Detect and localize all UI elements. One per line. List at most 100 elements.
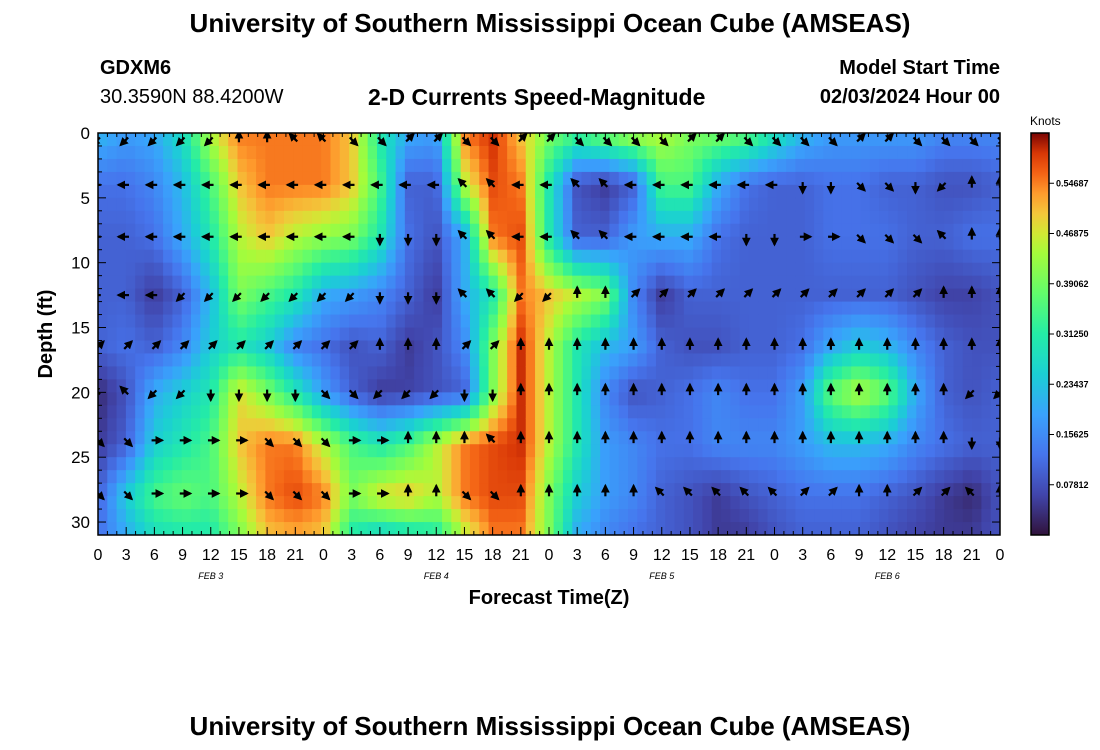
heatmap-cell [256,262,266,277]
heatmap-cell [507,509,518,523]
heatmap-cell [302,133,313,147]
heatmap-cell [423,470,434,484]
heatmap-cell [767,340,778,355]
heatmap-cell [776,470,787,484]
heatmap-cell [237,431,248,445]
heatmap-cell [228,210,239,225]
heatmap-cell [814,444,824,458]
heatmap-cell [376,210,387,225]
heatmap-cell [758,158,769,173]
heatmap-cell [683,327,694,342]
heatmap-cell [228,496,239,510]
heatmap-cell [925,340,936,355]
heatmap-cell [181,223,192,238]
heatmap-cell [786,496,797,510]
current-arrow [658,288,669,298]
heatmap-cell [321,236,332,251]
heatmap-cell [209,405,220,419]
heatmap-cell [637,171,648,186]
heatmap-cell [572,496,583,510]
heatmap-cell [376,522,387,535]
heatmap-cell [841,184,852,199]
heatmap-cell [256,275,266,290]
heatmap-cell [730,431,741,445]
heatmap-cell [535,133,545,147]
heatmap-cell [442,197,452,212]
heatmap-cell [256,483,266,497]
heatmap-cell [98,418,108,432]
heatmap-cell [209,457,220,471]
heatmap-cell [321,262,332,277]
heatmap-cell [293,366,304,380]
heatmap-cell [916,262,927,277]
heatmap-cell [553,249,564,264]
heatmap-cell [256,197,266,212]
heatmap-cell [925,210,936,225]
heatmap-cell [860,405,871,419]
heatmap-cell [674,496,685,510]
heatmap-cell [851,301,862,316]
heatmap-cell [107,275,118,290]
heatmap-cell [525,379,536,393]
heatmap-cell [609,418,620,432]
heatmap-cell [897,275,908,290]
heatmap-cell [730,145,741,160]
heatmap-cell [302,418,313,432]
heatmap-cell [730,210,741,225]
heatmap-cell [153,145,164,160]
heatmap-cell [628,262,638,277]
heatmap-cell [553,522,564,535]
heatmap-cell [693,431,704,445]
x-tick-label: 12 [202,547,220,564]
heatmap-cell [423,392,434,406]
heatmap-cell [814,418,824,432]
heatmap-cell [209,483,220,497]
x-tick-label: 0 [545,547,554,564]
heatmap-cell [953,353,964,368]
heatmap-cell [721,197,731,212]
heatmap-cell [953,288,964,303]
heatmap-cell [153,210,164,225]
heatmap-cell [144,158,155,173]
heatmap-cell [637,457,648,471]
heatmap-cell [674,353,685,368]
colorbar-tick-label: 0.15625 [1056,430,1089,440]
heatmap-cell [311,418,322,432]
heatmap-cell [739,444,750,458]
heatmap-cell [981,236,992,251]
heatmap-cell [200,184,211,199]
heatmap-cell [786,366,797,380]
heatmap-cell [776,431,787,445]
heatmap-cell [804,353,815,368]
heatmap-cell [869,197,880,212]
heatmap-cell [674,223,685,238]
heatmap-cell [553,223,564,238]
heatmap-cell [693,418,704,432]
heatmap-cell [730,236,741,251]
heatmap-cell [655,158,666,173]
heatmap-cell [116,223,127,238]
heatmap-cell [655,405,666,419]
heatmap-cell [609,145,620,160]
heatmap-cell [311,262,322,277]
heatmap-cell [553,133,564,147]
heatmap-cell [497,223,508,238]
heatmap-cell [442,353,452,368]
heatmap-cell [200,366,211,380]
heatmap-cell [934,133,945,147]
heatmap-cell [897,236,908,251]
heatmap-cell [432,366,443,380]
heatmap-cell [414,301,425,316]
heatmap-cell [107,483,118,497]
current-arrow [98,340,105,350]
heatmap-cell [730,444,741,458]
heatmap-cell [404,496,415,510]
heatmap-cell [972,509,983,523]
heatmap-cell [107,158,118,173]
heatmap-cell [311,457,322,471]
heatmap-cell [125,223,136,238]
heatmap-cell [841,223,852,238]
heatmap-cell [823,327,834,342]
heatmap-cell [869,444,880,458]
heatmap-cell [814,366,824,380]
